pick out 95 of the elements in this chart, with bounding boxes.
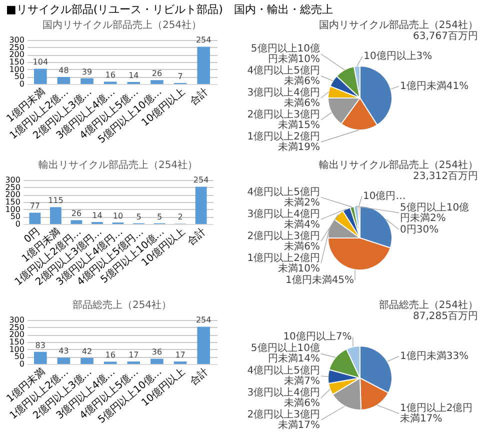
bar [70,220,82,224]
data-label: 254 [193,176,209,185]
slice-label: 1億円未満33% [400,350,469,362]
y-tick-label: 250 [9,322,24,332]
data-label: 16 [105,350,116,360]
slice-label: 3億円以上4億円未満4% [247,208,320,230]
y-tick-label: 150 [9,338,24,346]
data-label: 17 [175,350,186,360]
chart-title: 輸出リサイクル部品売上（254社） [38,159,198,171]
y-tick-label: 200 [9,330,24,340]
y-tick-label: 250 [9,42,24,52]
y-tick-label: 100 [5,204,20,214]
slice-label: 0円30% [400,224,439,236]
y-tick-label: 50 [10,212,20,222]
x-tick-label: 合計 [188,366,211,388]
slice-label: 4億円以上5億円未満6% [247,64,320,87]
bar [80,358,94,364]
y-tick-label: 200 [5,190,20,200]
y-tick-label: 150 [9,58,24,66]
data-label: 48 [58,66,69,75]
data-label: 77 [30,202,40,211]
x-tick-label: 合計 [188,86,211,108]
bar [34,352,47,364]
data-label: 43 [58,346,69,356]
chart-title: 国内リサイクル部品売上（254社） [42,19,202,31]
data-label: 17 [128,350,139,360]
y-tick-label: 300 [9,316,24,324]
chart-subtitle: 87,285百万円 [413,311,478,322]
data-label: 2 [178,212,183,222]
bar [34,68,47,84]
y-tick-label: 100 [9,64,24,74]
data-label: 36 [152,348,162,357]
data-label: 42 [82,346,92,356]
y-tick-label: 0 [15,220,20,228]
slice-label: 5億円以上10億円未満10% [250,42,320,65]
y-tick-label: 0 [19,360,24,368]
slice-label: 5億円以上10億円未満14% [250,342,320,365]
data-label: 14 [92,210,102,220]
bar [150,80,164,84]
data-label: 5 [156,212,162,222]
slice-label: 3億円以上4億円未満6% [247,86,320,109]
chart-subtitle: 23,312百万円 [413,171,478,182]
bar [80,78,94,84]
y-tick-label: 100 [9,344,24,354]
slice-label: 10億円… [363,190,406,202]
y-tick-label: 50 [14,72,24,82]
chart-title: 部品総売上（254社） [378,299,478,311]
bar [150,358,164,364]
data-label: 26 [152,69,162,78]
slice-label: 1億円未満45% [285,274,354,286]
data-label: 83 [35,340,46,350]
data-label: 5 [136,212,142,222]
chart-title: 部品総売上（254社） [72,299,172,311]
slice-label: 4億円以上5億円未満2% [247,186,320,208]
slice-label: 3億円以上4億円未満6% [247,386,320,410]
text: ■リサイクル部品(リユース・リビルト部品) 国内・輸出・総売上 [6,2,334,17]
data-label: 115 [48,196,64,206]
slice-label: 1億円以上2億円未満17% [400,402,473,425]
slice-label: 4億円以上5億円未満7% [247,364,320,388]
slice-label: 10億円以上7% [283,330,352,343]
data-label: 254 [196,36,212,45]
bar [57,76,70,84]
y-tick-label: 200 [9,50,24,60]
x-tick-label: 合計 [185,226,208,248]
slice-label: 1億円未満41% [400,80,469,92]
bar [50,207,62,224]
data-label: 254 [196,316,212,325]
slice-label: 10億円以上3% [364,50,432,62]
y-tick-label: 300 [9,36,24,44]
chart-subtitle: 63,767百万円 [413,31,478,42]
bar [29,212,41,224]
bar [197,46,210,84]
y-tick-label: 50 [14,352,24,362]
bar [195,186,207,224]
slice-label: 2億円以上3億円未満15% [247,108,320,131]
data-label: 7 [178,72,183,81]
y-tick-label: 250 [5,182,20,192]
data-label: 14 [128,70,139,80]
chart-title: 国内リサイクル部品売上（254社） [318,19,478,31]
data-label: 39 [82,67,92,76]
data-label: 10 [112,212,124,221]
y-tick-label: 300 [5,176,20,184]
slice-label: 2億円以上3億円未満6% [247,230,320,252]
chart-title: 輸出リサイクル部品売上（254社） [318,159,478,171]
slice-label: 1億円以上2億円未満19% [247,130,320,153]
bar [57,358,70,364]
data-label: 16 [105,70,116,80]
y-tick-label: 0 [19,80,24,88]
data-label: 26 [71,209,82,218]
bar [197,326,210,364]
y-tick-label: 150 [5,198,20,206]
slice-label: 5億円以上10億円未満2% [400,201,470,224]
data-label: 104 [32,58,48,67]
slice-label: 1億円以上2億円未満10% [247,252,320,274]
slice-label: 2億円以上3億円未満17% [247,408,320,432]
